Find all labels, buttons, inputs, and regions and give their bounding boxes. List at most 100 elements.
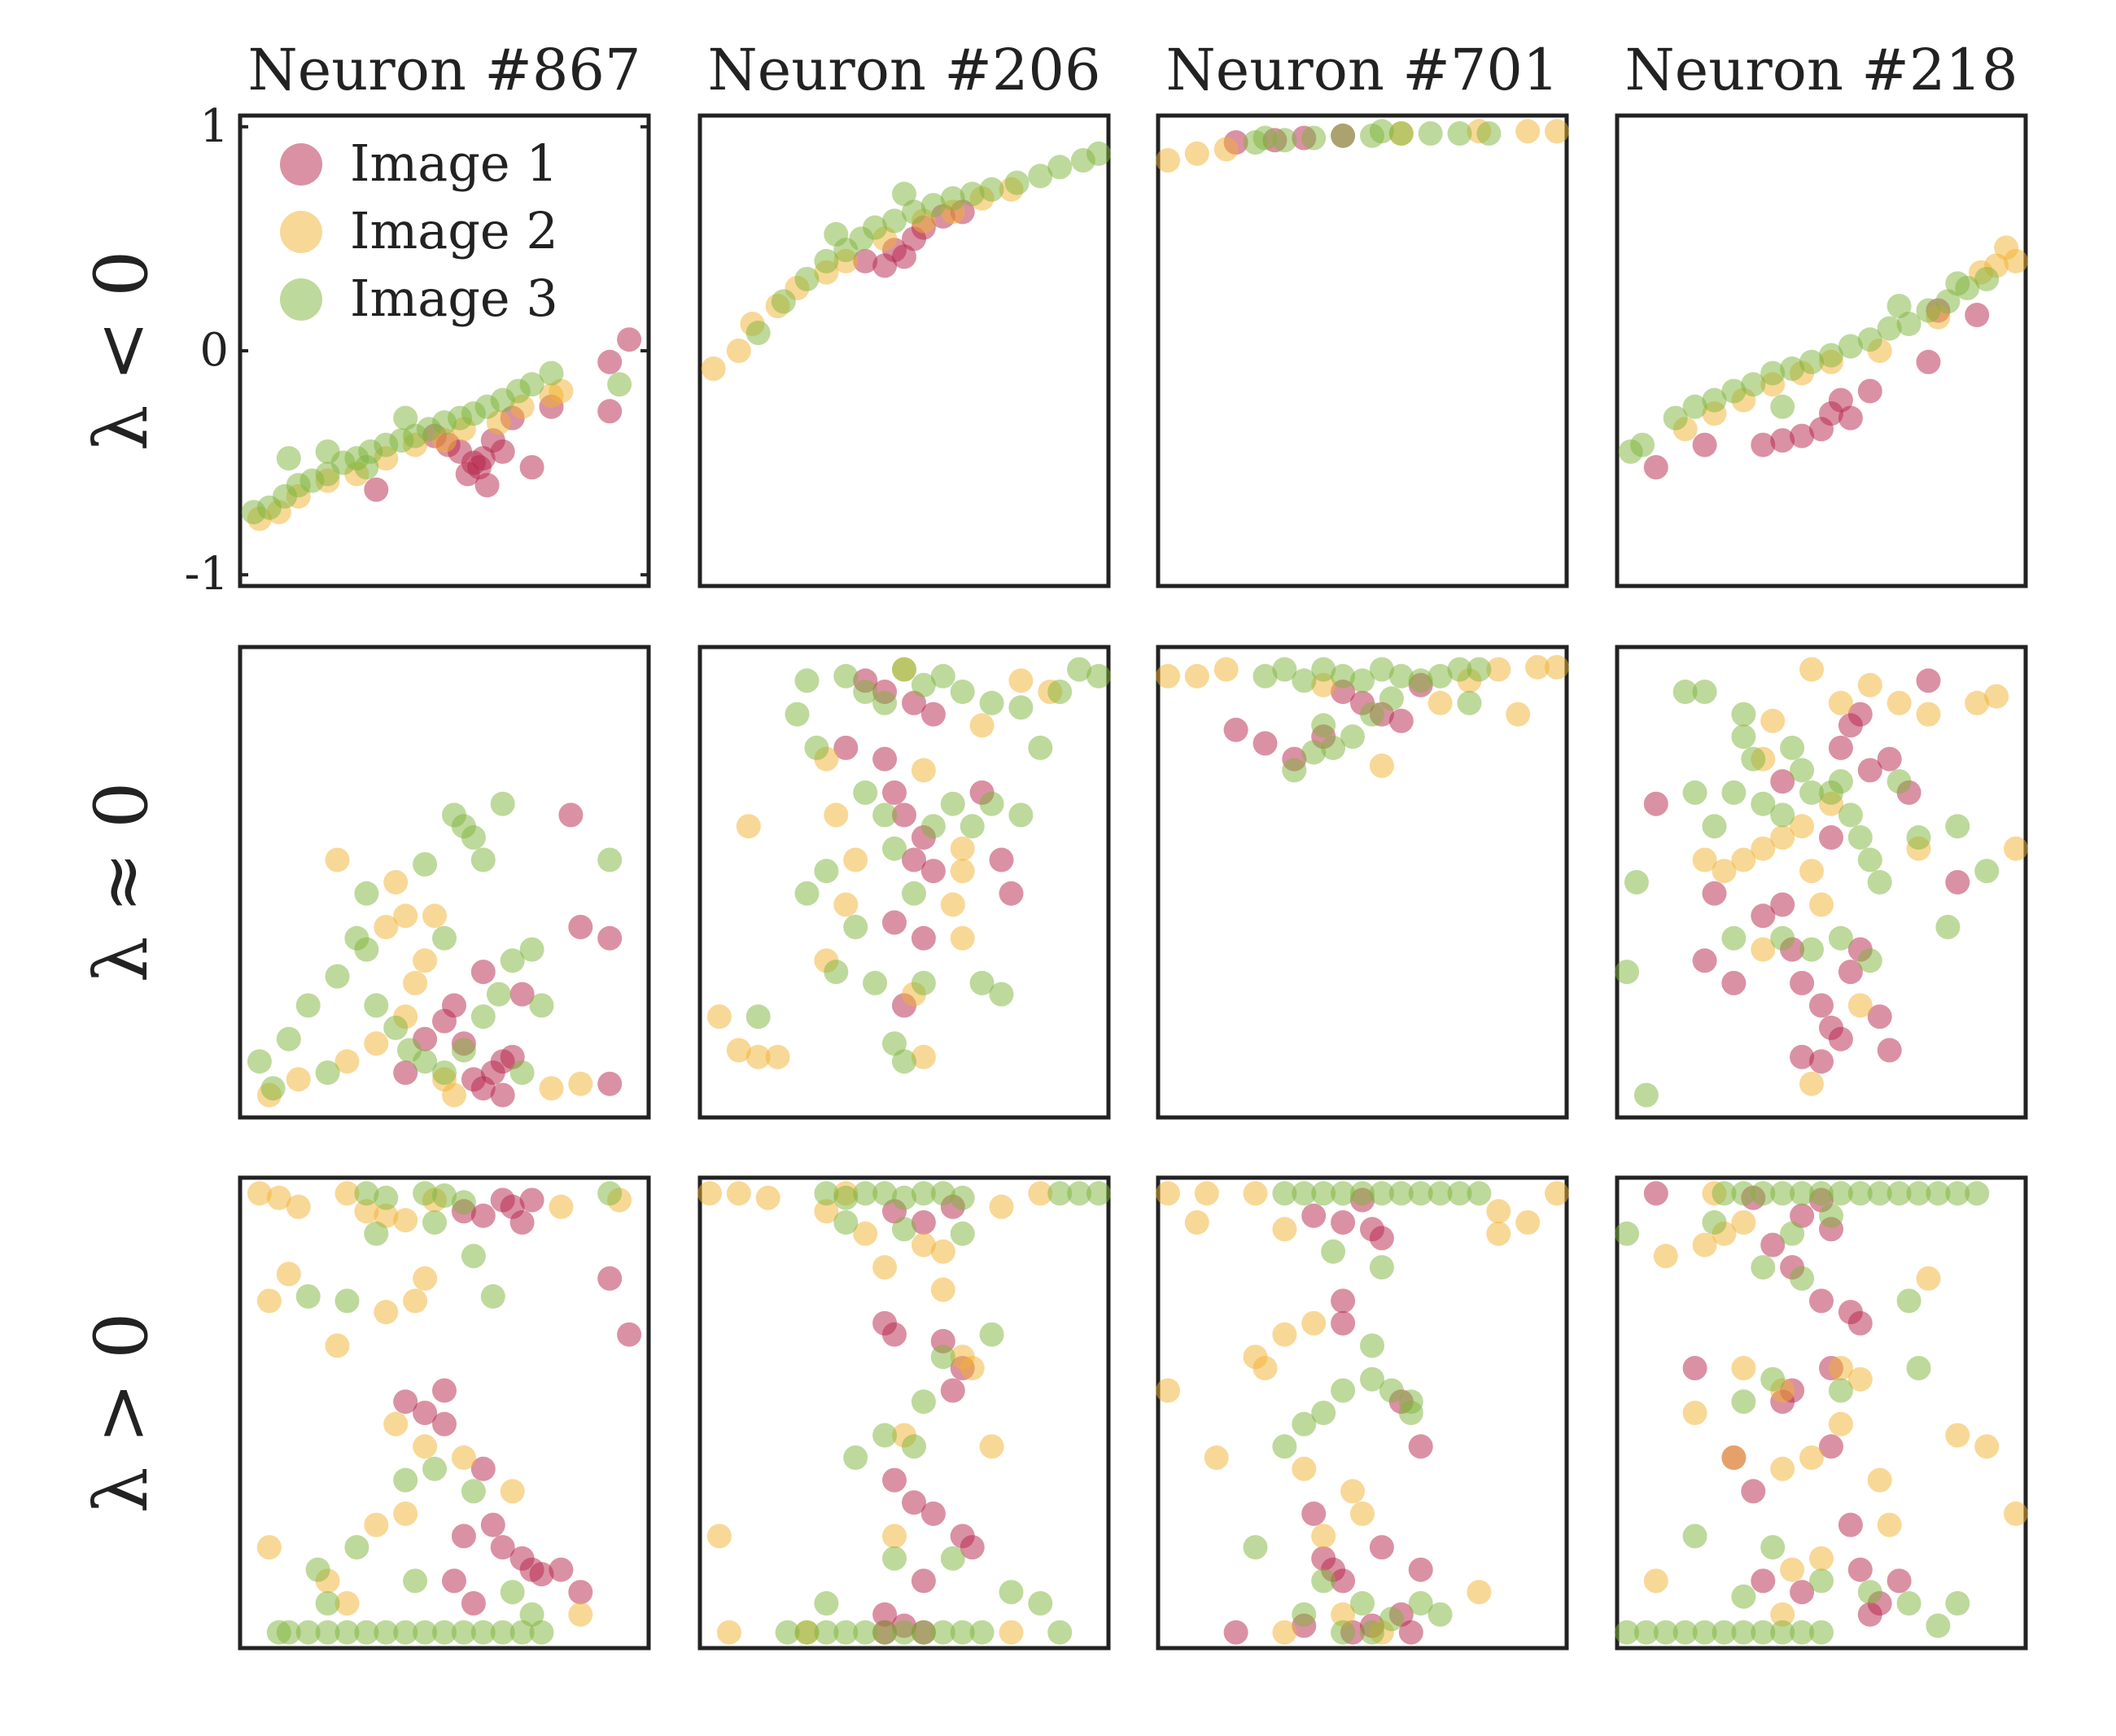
point-r0-c0-s2-24 <box>607 372 632 397</box>
point-r2-c0-s2-12 <box>509 1620 535 1645</box>
point-r1-c1-s2-13 <box>785 702 810 727</box>
legend-label-2: Image 3 <box>350 269 558 328</box>
point-r1-c0-s2-26 <box>529 993 554 1018</box>
point-r2-c1-s1-5 <box>853 1221 878 1246</box>
point-r0-c0-s0-8 <box>490 439 515 464</box>
point-r1-c3-s2-29 <box>1828 925 1853 951</box>
point-r1-c1-s2-35 <box>1028 735 1053 760</box>
point-r2-c3-s2-42 <box>1945 1591 1970 1616</box>
y-tick-label-0: 1 <box>199 100 229 153</box>
point-r0-c2-s2-6 <box>1418 121 1443 146</box>
point-r2-c0-s1-12 <box>256 1288 282 1314</box>
point-r2-c3-s1-8 <box>1770 1456 1795 1481</box>
point-r2-c2-s2-10 <box>1467 1181 1492 1206</box>
point-r2-c1-s1-10 <box>872 1255 898 1280</box>
point-r2-c2-s1-13 <box>1350 1501 1375 1526</box>
point-r1-c1-s2-26 <box>843 915 868 939</box>
point-r0-c1-s2-10 <box>940 186 965 211</box>
point-r2-c1-s2-3 <box>833 1620 859 1645</box>
point-r1-c2-s0-0 <box>1223 717 1248 742</box>
point-r2-c3-s2-39 <box>1731 1584 1756 1609</box>
point-r2-c0-s2-31 <box>500 1580 525 1605</box>
point-r1-c3-s0-2 <box>1692 948 1717 973</box>
point-r2-c1-s2-12 <box>833 1185 859 1210</box>
point-r2-c2-s2-5 <box>1369 1181 1394 1206</box>
point-r1-c0-s1-1 <box>286 1067 311 1092</box>
point-r2-c1-s0-11 <box>882 1467 907 1493</box>
point-r1-c0-s2-27 <box>315 1060 340 1085</box>
point-r2-c1-s0-16 <box>911 1568 936 1594</box>
point-r2-c2-s2-27 <box>1427 1602 1453 1627</box>
point-r1-c2-s0-6 <box>1388 708 1414 733</box>
point-r0-c2-s2-3 <box>1331 123 1356 148</box>
point-r2-c3-s2-11 <box>1809 1620 1834 1645</box>
point-r0-c1-s1-0 <box>701 356 726 381</box>
point-r1-c1-s2-32 <box>882 1031 907 1056</box>
point-r2-c3-s2-26 <box>1702 1210 1727 1235</box>
point-r1-c1-s1-15 <box>950 836 975 861</box>
panel-frame-r0-c3 <box>1615 113 2028 588</box>
point-r2-c3-s2-8 <box>1751 1620 1776 1645</box>
point-r0-c3-s0-0 <box>1643 455 1668 480</box>
point-r2-c3-s2-3 <box>1653 1620 1678 1645</box>
point-r2-c2-s2-1 <box>1292 1181 1317 1206</box>
point-r0-c2-s1-5 <box>1515 119 1541 144</box>
point-r2-c3-s0-21 <box>1751 1568 1776 1594</box>
point-r2-c1-s1-7 <box>930 1239 955 1264</box>
point-r2-c0-s0-17 <box>597 1266 623 1291</box>
point-r1-c1-s0-3 <box>920 702 946 727</box>
point-r2-c3-s2-9 <box>1770 1620 1795 1645</box>
point-r0-c3-s2-11 <box>1838 334 1863 359</box>
point-r1-c0-s1-3 <box>364 1031 389 1056</box>
point-r1-c1-s2-0 <box>794 668 820 693</box>
point-r2-c3-s2-10 <box>1790 1620 1815 1645</box>
point-r2-c0-s2-2 <box>315 1620 340 1645</box>
point-r1-c3-s1-20 <box>1847 993 1873 1018</box>
point-r2-c3-s1-1 <box>1731 1210 1756 1235</box>
point-r0-c3-s2-19 <box>1945 271 1970 296</box>
point-r2-c3-s0-0 <box>1643 1181 1668 1206</box>
point-r0-c3-s2-4 <box>1702 387 1727 413</box>
point-r0-c3-s2-21 <box>1770 394 1795 419</box>
point-r1-c0-s0-3 <box>490 1082 515 1108</box>
panel-frame-r0-c2 <box>1156 113 1569 588</box>
point-r1-c2-s2-5 <box>1350 668 1375 693</box>
point-r0-c1-s2-17 <box>1086 141 1111 166</box>
point-r1-c2-s1-8 <box>1506 702 1531 727</box>
point-r1-c0-s2-15 <box>500 948 525 973</box>
point-r0-c0-s1-12 <box>549 378 574 404</box>
point-r2-c0-s0-21 <box>442 1568 466 1594</box>
point-r2-c2-s0-19 <box>1223 1620 1248 1645</box>
point-r2-c0-s2-33 <box>315 1591 340 1616</box>
y-tick-label-1: 0 <box>199 324 229 377</box>
point-r2-c3-s2-23 <box>1926 1181 1951 1206</box>
point-r1-c3-s0-8 <box>1809 993 1834 1018</box>
point-r1-c3-s0-24 <box>1945 870 1970 894</box>
point-r1-c3-s2-28 <box>1799 937 1824 962</box>
point-r2-c3-s2-12 <box>1712 1181 1737 1206</box>
point-r1-c2-s1-9 <box>1525 654 1550 680</box>
point-r2-c0-s1-1 <box>266 1185 291 1210</box>
panel-frame-r0-c1 <box>697 113 1111 588</box>
point-r1-c3-s0-12 <box>1828 1026 1853 1052</box>
point-r1-c0-s0-15 <box>393 1060 418 1085</box>
point-r2-c2-s1-16 <box>1486 1199 1511 1224</box>
point-r1-c0-s1-5 <box>403 970 428 995</box>
point-r1-c3-s2-5 <box>1721 780 1747 805</box>
point-r2-c1-s2-23 <box>892 1217 916 1242</box>
point-r2-c0-s2-32 <box>403 1568 428 1594</box>
point-r1-c3-s2-18 <box>1867 870 1892 894</box>
point-r2-c0-s2-15 <box>374 1185 399 1210</box>
point-r0-c1-s2-15 <box>1047 155 1073 180</box>
point-r2-c2-s2-14 <box>1292 1411 1317 1436</box>
point-r2-c3-s0-14 <box>1838 1512 1863 1537</box>
point-r1-c1-s2-4 <box>892 657 916 682</box>
point-r2-c3-s2-24 <box>1945 1181 1970 1206</box>
point-r2-c2-s1-18 <box>1545 1181 1569 1206</box>
point-r1-c3-s2-24 <box>1672 680 1698 704</box>
point-r2-c2-s0-0 <box>1301 1203 1327 1228</box>
point-r2-c1-s2-9 <box>950 1620 975 1645</box>
point-r2-c1-s2-22 <box>833 1210 859 1235</box>
point-r1-c1-s0-13 <box>989 847 1014 872</box>
point-r1-c3-s0-10 <box>1790 1044 1815 1069</box>
